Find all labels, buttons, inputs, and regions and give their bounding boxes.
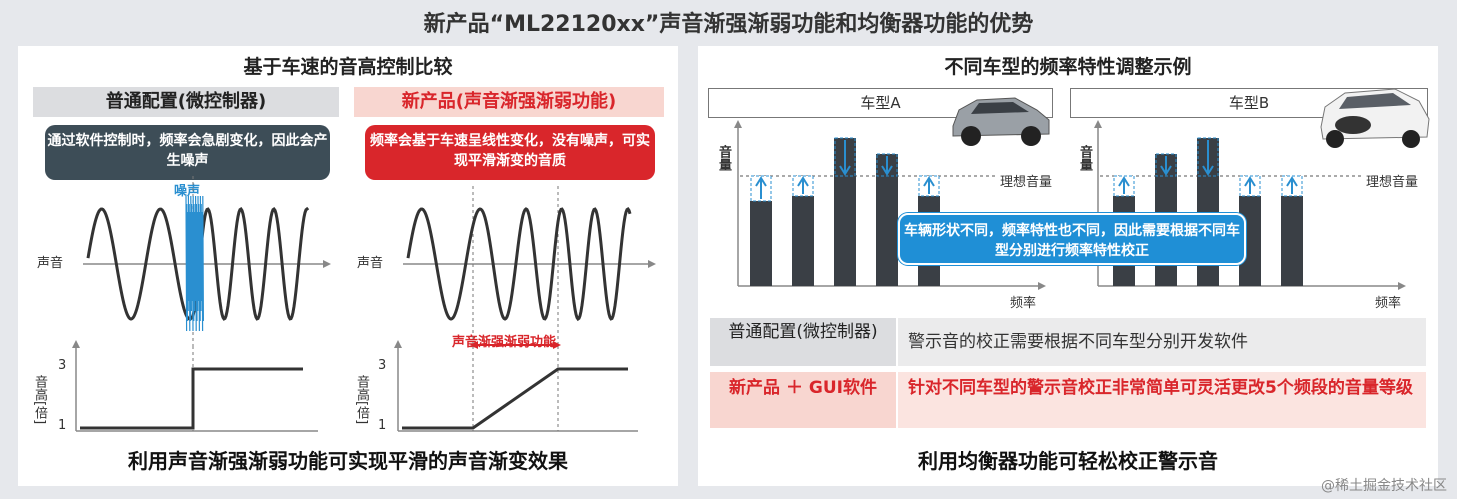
pitch-axis-left: 音高[倍] (32, 375, 47, 425)
sound-wave-right (406, 207, 632, 322)
car-a-arrow-4 (881, 156, 893, 176)
vehicle-shape-callout: 车辆形状不同，频率特性也不同，因此需要根据不同车型分别进行频率特性校正 (898, 213, 1246, 265)
car-b-arrow-5 (1286, 176, 1298, 194)
ideal-label-a: 理想音量 (1000, 175, 1053, 190)
volume-label-a: 音量 (716, 145, 731, 171)
car-a-bar-1 (750, 201, 772, 286)
row1-head: 普通配置(微控制器) (710, 318, 896, 366)
car-b-arrow-3 (1202, 140, 1214, 176)
car-a-bar-3 (834, 138, 856, 286)
volume-label-b: 音量 (1077, 145, 1092, 171)
sound-label-right: 声音 (357, 256, 384, 271)
left-panel (18, 46, 678, 486)
freq-label-a: 频率 (1010, 296, 1037, 311)
eq-charts (734, 120, 1406, 290)
right-bottom-caption: 利用均衡器功能可轻松校正警示音 (918, 449, 1218, 473)
noise-spikes (185, 195, 204, 332)
tick-3-right: 3 (378, 358, 387, 373)
car-a-arrow-3 (839, 140, 851, 176)
car-a-bar-2 (792, 196, 814, 286)
car-b-image (1320, 88, 1430, 148)
car-a-arrow-1 (755, 176, 767, 199)
tick-1-right: 1 (378, 418, 387, 433)
car-a-adjust-3 (834, 137, 856, 177)
car-b-bar-5 (1281, 196, 1303, 286)
left-bottom-caption: 利用声音渐强渐弱功能可实现平滑的声音渐变效果 (128, 449, 568, 473)
page-title: 新产品“ML22120xx”声音渐强渐弱功能和均衡器功能的优势 (423, 12, 1034, 37)
noise-label: 噪声 (174, 184, 201, 199)
car-b-arrow-2 (1160, 156, 1172, 176)
row2-head: 新产品 ＋ GUI软件 (710, 372, 896, 428)
freq-label-b: 频率 (1375, 296, 1402, 311)
car-b-adjust-3 (1197, 137, 1219, 177)
ideal-label-b: 理想音量 (1366, 175, 1419, 190)
tick-3-left: 3 (58, 358, 67, 373)
car-a-adjust-4 (876, 153, 898, 177)
car-b-arrow-1 (1118, 176, 1130, 194)
car-a-image (952, 97, 1050, 146)
left-waveforms (72, 176, 656, 432)
car-b-arrow-4 (1244, 176, 1256, 194)
row2-text: 针对不同车型的警示音校正非常简单可灵活更改5个频段的音量等级 (898, 372, 1426, 428)
fade-function-label: 声音渐强渐弱功能 (452, 335, 557, 350)
linear-callout: 频率会基于车速呈线性变化，没有噪声，可实现平滑渐变的音质 (365, 125, 655, 180)
sound-label-left: 声音 (37, 256, 64, 271)
tick-1-left: 1 (58, 418, 67, 433)
car-a-arrow-2 (797, 176, 809, 194)
right-subtitle: 不同车型的频率特性调整示例 (944, 56, 1192, 78)
new-product-label: 新产品(声音渐强渐弱功能) (354, 87, 664, 117)
software-callout: 通过软件控制时，频率会急剧变化，因此会产生噪声 (45, 125, 330, 180)
watermark: @稀土掘金技术社区 (1321, 478, 1447, 494)
car-a-bar-4 (876, 154, 898, 286)
car-b-adjust-2 (1155, 153, 1177, 177)
left-subtitle: 基于车速的音高控制比较 (243, 56, 453, 78)
row1-text: 警示音的校正需要根据不同车型分别开发软件 (898, 318, 1426, 366)
normal-config-label: 普通配置(微控制器) (33, 87, 339, 117)
car-a-arrow-5 (923, 176, 935, 194)
pitch-axis-right: 音高[倍] (354, 375, 369, 425)
